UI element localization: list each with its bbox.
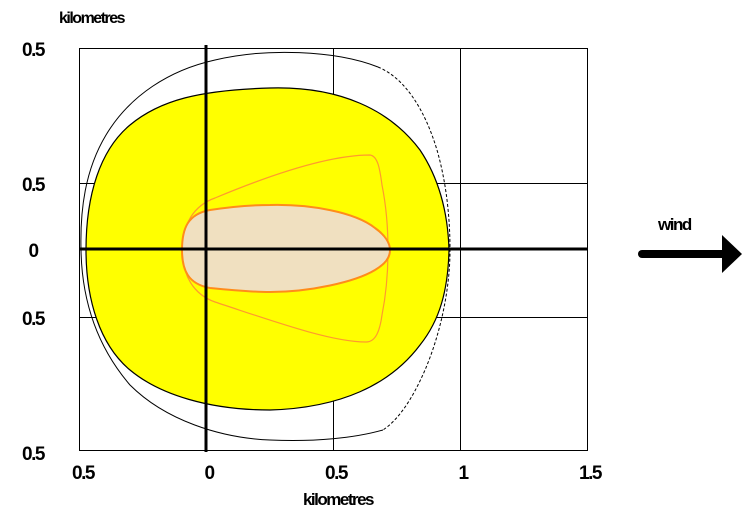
y-tick-label: 0.5 — [22, 40, 46, 61]
y-tick-label: 0.5 — [22, 309, 46, 330]
y-axis-title: kilometres — [59, 10, 126, 27]
wind-label: wind — [657, 215, 692, 234]
y-tick-label: 0.5 — [22, 444, 46, 465]
y-tick-label: 0 — [28, 241, 38, 262]
x-tick-label: 1.5 — [579, 463, 603, 484]
x-tick-label: 0 — [204, 463, 214, 484]
x-tick-label: 1 — [458, 463, 469, 484]
x-tick-label: 0.5 — [325, 463, 349, 484]
x-axis-title: kilometres — [303, 490, 374, 509]
wind-arrow-head-icon — [722, 235, 742, 273]
x-tick-label: 0.5 — [72, 463, 96, 484]
y-tick-label: 0.5 — [22, 175, 46, 196]
